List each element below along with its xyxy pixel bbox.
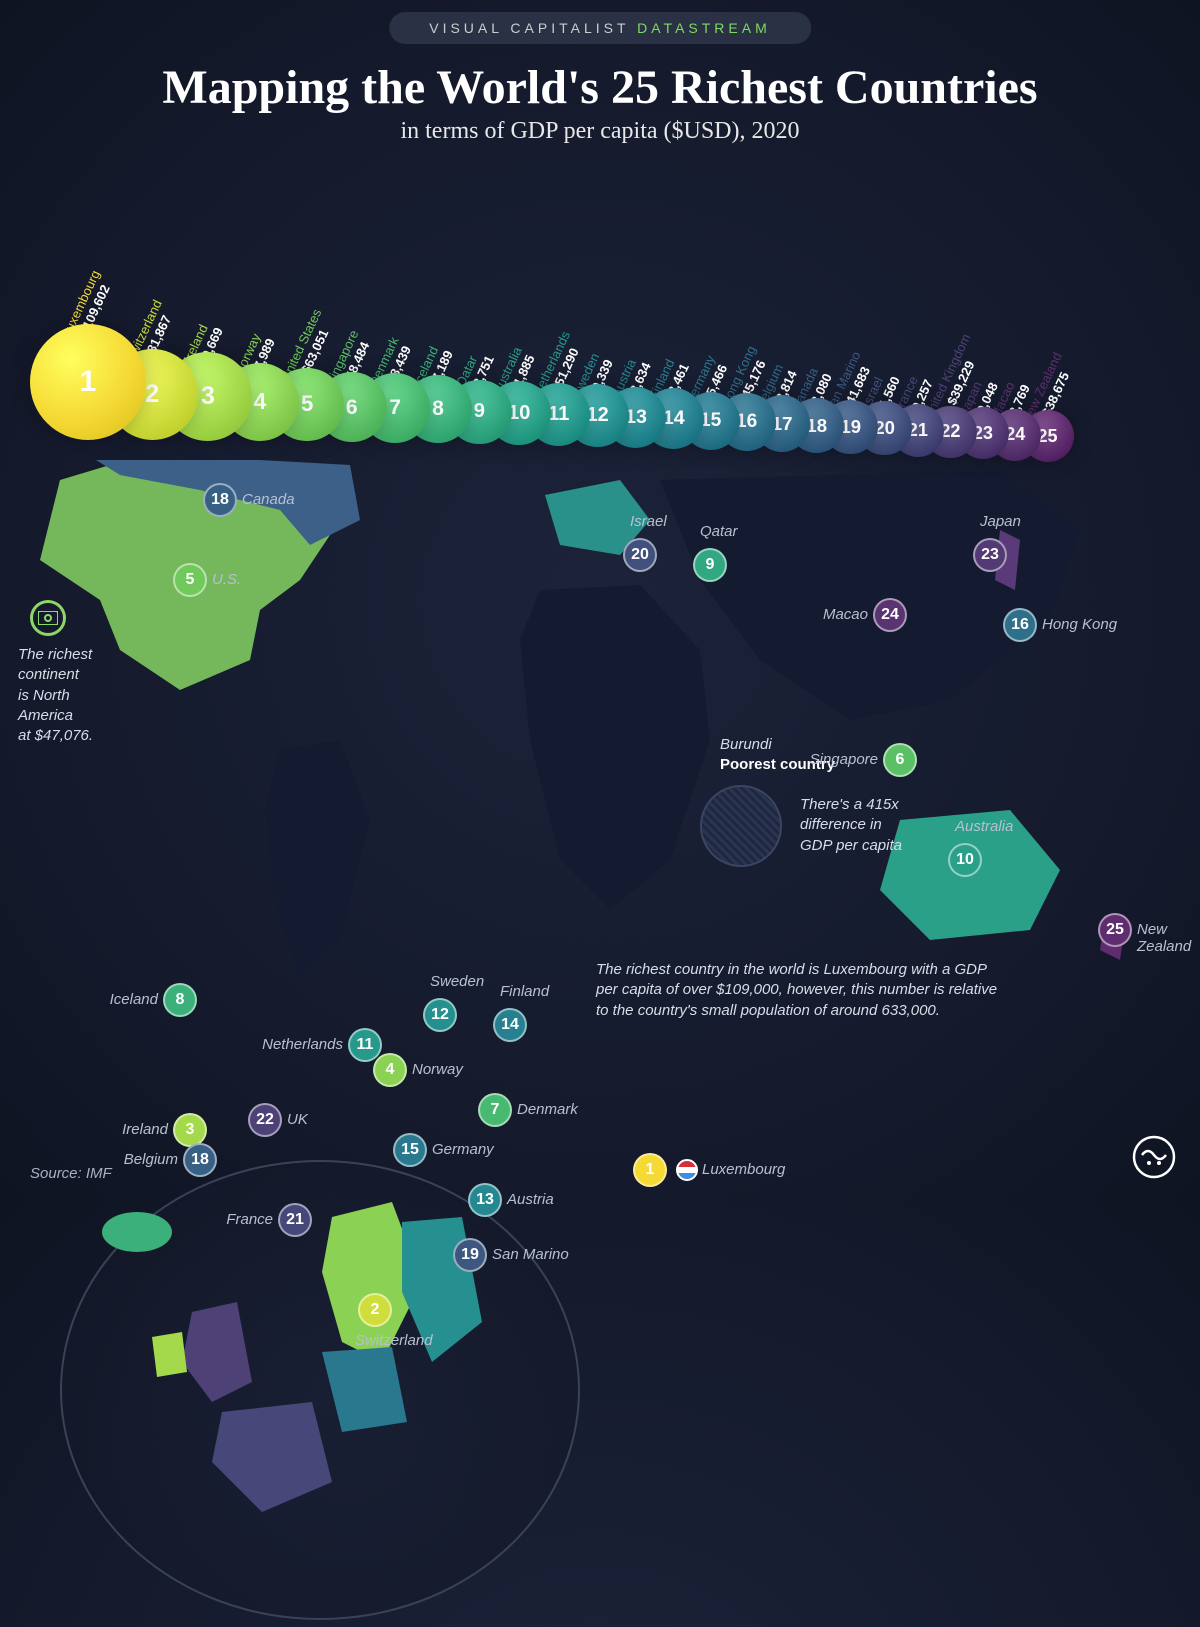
map-marker-label: San Marino: [492, 1246, 569, 1263]
map-marker-label: Qatar: [700, 523, 738, 540]
map-marker: 4: [373, 1053, 407, 1087]
map-marker-label: U.S.: [212, 571, 241, 588]
map-marker-label: New Zealand: [1137, 921, 1200, 955]
map-marker-label: Belgium: [124, 1151, 178, 1168]
map-marker: 3: [173, 1113, 207, 1147]
map-marker: 20: [623, 538, 657, 572]
map-marker-label: Australia: [955, 818, 1013, 835]
map-marker: 13: [468, 1183, 502, 1217]
annotation-richest-continent: The richest continent is North America a…: [18, 645, 93, 746]
luxembourg-flag-icon: [676, 1159, 698, 1181]
europe-inset: [60, 1160, 580, 1620]
map-marker: 22: [248, 1103, 282, 1137]
map-marker-label: Sweden: [430, 973, 484, 990]
map-marker: 1: [633, 1153, 667, 1187]
map-marker-label: France: [226, 1211, 273, 1228]
map-marker: 21: [278, 1203, 312, 1237]
map-marker: 6: [883, 743, 917, 777]
map-marker-label: Ireland: [122, 1121, 168, 1138]
brand-text-1: VISUAL CAPITALIST: [429, 20, 629, 36]
map-marker-label: Canada: [242, 491, 295, 508]
annotation-luxembourg: The richest country in the world is Luxe…: [596, 960, 997, 1021]
map-marker: 11: [348, 1028, 382, 1062]
vc-logo-icon: [1132, 1135, 1176, 1184]
europe-inset-svg: [62, 1162, 582, 1622]
map-marker: 8: [163, 983, 197, 1017]
map-marker: 18: [203, 483, 237, 517]
map-marker-label: Luxembourg: [702, 1161, 785, 1178]
burundi-label: Burundi: [720, 736, 772, 753]
bubble-row: 1Luxembourg$109,6022Switzerland$81,8673I…: [0, 155, 1200, 465]
header-pill: VISUAL CAPITALIST DATASTREAM: [389, 12, 811, 44]
map-marker: 16: [1003, 608, 1037, 642]
rank-bubble: 1: [30, 324, 146, 440]
map-marker: 2: [358, 1293, 392, 1327]
map-marker: 5: [173, 563, 207, 597]
annotation-difference: There's a 415x difference in GDP per cap…: [800, 795, 902, 856]
page-title: Mapping the World's 25 Richest Countries: [0, 60, 1200, 115]
map-marker-label: Iceland: [110, 991, 158, 1008]
map-marker-label: Israel: [630, 513, 667, 530]
map-marker: 10: [948, 843, 982, 877]
map-marker-label: Norway: [412, 1061, 463, 1078]
source-text: Source: IMF: [30, 1165, 112, 1182]
map-marker: 23: [973, 538, 1007, 572]
map-marker-label: Hong Kong: [1042, 616, 1117, 633]
map-marker: 25: [1098, 913, 1132, 947]
map-marker-label: Denmark: [517, 1101, 578, 1118]
burundi-circle: [700, 785, 782, 867]
map-marker: 12: [423, 998, 457, 1032]
map-marker-label: Finland: [500, 983, 549, 1000]
world-map: The richest continent is North America a…: [0, 460, 1200, 1150]
map-marker-label: Netherlands: [262, 1036, 343, 1053]
map-marker: 15: [393, 1133, 427, 1167]
map-marker: 7: [478, 1093, 512, 1127]
brand-text-2: DATASTREAM: [637, 20, 771, 36]
map-marker-label: Singapore: [810, 751, 878, 768]
map-marker: 19: [453, 1238, 487, 1272]
map-marker-label: Japan: [980, 513, 1021, 530]
money-icon: [30, 600, 66, 636]
map-marker-label: Switzerland: [355, 1332, 433, 1349]
map-marker-label: Macao: [823, 606, 868, 623]
map-marker: 9: [693, 548, 727, 582]
map-marker: 18: [183, 1143, 217, 1177]
map-marker: 24: [873, 598, 907, 632]
map-marker-label: UK: [287, 1111, 308, 1128]
page-subtitle: in terms of GDP per capita ($USD), 2020: [0, 118, 1200, 145]
map-marker-label: Germany: [432, 1141, 494, 1158]
map-marker: 14: [493, 1008, 527, 1042]
